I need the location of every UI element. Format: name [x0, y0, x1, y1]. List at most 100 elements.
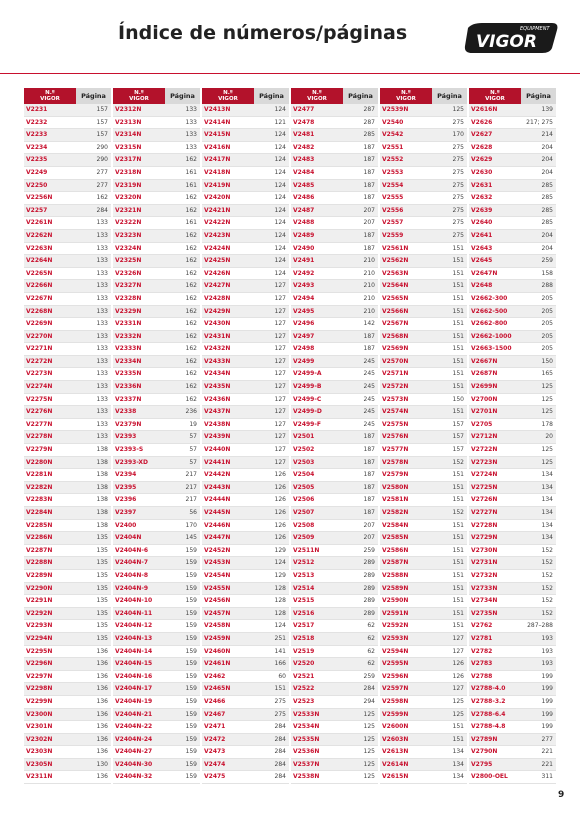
- part-number: V2662-1000: [471, 332, 512, 340]
- page-ref: 159: [185, 597, 197, 605]
- index-row: V2424N 124: [202, 243, 289, 256]
- part-number: V2338: [115, 408, 137, 416]
- part-number: V2467: [204, 710, 226, 718]
- index-row: V2404N-13 159: [113, 632, 200, 646]
- page-ref: 133: [96, 433, 108, 441]
- logo: EQUIPMENT VIGOR: [464, 23, 558, 53]
- part-number: V2497: [293, 332, 315, 340]
- index-row: V2485 187: [291, 179, 378, 193]
- header-row: N.º VIGOR Página: [469, 88, 556, 104]
- page-ref: 285: [541, 194, 553, 202]
- page-ref: 133: [185, 131, 197, 139]
- part-number: V2616N: [471, 106, 498, 113]
- page-ref: 124: [274, 181, 286, 189]
- index-row: V2397 56: [113, 507, 200, 520]
- index-row: V2536N 125: [291, 746, 378, 759]
- index-row: V2647N 158: [469, 268, 556, 281]
- index-row: V2404N-15 159: [113, 658, 200, 671]
- page-ref: 245: [363, 420, 375, 428]
- part-number: V2795: [471, 760, 493, 768]
- index-row: V2400 170: [113, 520, 200, 533]
- index-row: V2567N 151: [380, 318, 467, 331]
- index-row: V2233 157: [24, 129, 111, 142]
- part-number: V2404N-6: [115, 546, 149, 554]
- page-ref: 151: [452, 383, 464, 391]
- part-number: V2491: [293, 257, 315, 265]
- page-ref: 133: [96, 383, 108, 391]
- index-row: V2518 62: [291, 632, 378, 646]
- page-ref: 151: [452, 496, 464, 504]
- part-number: V2292N: [26, 609, 53, 617]
- page-ref: 187: [363, 458, 375, 466]
- index-row: V2423N 124: [202, 229, 289, 243]
- index-row: V2404N-32 159: [113, 771, 200, 785]
- page-ref: 187: [363, 345, 375, 353]
- page-ref: 277: [96, 181, 108, 189]
- part-number: V2466: [204, 697, 226, 705]
- page-ref: 133: [96, 282, 108, 290]
- part-number: V2460N: [204, 647, 231, 655]
- part-number: V2273N: [26, 370, 53, 378]
- page-ref: 125: [541, 446, 553, 454]
- part-number: V2499-D: [293, 408, 322, 416]
- part-number: V2424N: [204, 244, 231, 252]
- header-row: N.º VIGOR Página: [113, 88, 200, 104]
- page-ref: 204: [541, 156, 553, 164]
- index-row: V2289N 135: [24, 570, 111, 583]
- page-ref: 139: [541, 106, 553, 113]
- index-row: V2628 204: [469, 142, 556, 155]
- page-ref: 289: [363, 559, 375, 567]
- part-number: V2724N: [471, 471, 498, 479]
- index-row: V2269N 133: [24, 318, 111, 331]
- page-ref: 134: [452, 773, 464, 781]
- index-row: V2404N-16 159: [113, 671, 200, 684]
- part-number: V2516: [293, 609, 315, 617]
- part-number: V2432N: [204, 345, 231, 353]
- part-number: V2511N: [293, 546, 320, 554]
- index-row: V2506 187: [291, 494, 378, 507]
- index-row: V2700N 125: [469, 394, 556, 407]
- index-row: V2326N 162: [113, 268, 200, 281]
- index-row: V2379N 19: [113, 419, 200, 432]
- page-ref: 284: [274, 723, 286, 731]
- index-row: V2687N 165: [469, 368, 556, 382]
- part-number: V2441N: [204, 458, 231, 466]
- index-row: V2257 284: [24, 204, 111, 218]
- logo-text: VIGOR: [476, 32, 537, 52]
- page-ref: 217: [185, 496, 197, 504]
- page-ref: 162: [96, 194, 108, 202]
- page-ref: 245: [363, 383, 375, 391]
- index-row: V2626 217; 275: [469, 117, 556, 130]
- page-ref: 124: [274, 156, 286, 164]
- index-row: V2631 285: [469, 179, 556, 193]
- page-ref: 207: [363, 219, 375, 227]
- part-number: V2404N-12: [115, 622, 153, 630]
- part-number: V2629: [471, 156, 493, 164]
- part-number: V2534N: [293, 723, 320, 731]
- page-ref: 285: [541, 219, 553, 227]
- page-ref: 135: [96, 634, 108, 642]
- part-number: V2542: [382, 131, 404, 139]
- page-ref: 138: [96, 509, 108, 516]
- page-ref: 133: [96, 257, 108, 265]
- index-row: V2303N 136: [24, 746, 111, 759]
- part-number: V2522: [293, 685, 315, 693]
- part-number: V2295N: [26, 647, 53, 655]
- page-ref: 133: [96, 320, 108, 328]
- page-ref: 290: [96, 143, 108, 151]
- index-row: V2630 204: [469, 167, 556, 180]
- part-number: V2337N: [115, 395, 142, 403]
- page-ref: 159: [185, 660, 197, 668]
- index-row: V2509 207: [291, 532, 378, 545]
- index-row: V2324N 162: [113, 243, 200, 256]
- part-number: V2326N: [115, 269, 142, 277]
- part-number: V2418N: [204, 168, 231, 176]
- part-number: V2462: [204, 672, 226, 680]
- part-number: V2250: [26, 181, 48, 189]
- part-number: V2662-800: [471, 320, 508, 328]
- index-row: V2467 275: [202, 708, 289, 722]
- part-number: V2419N: [204, 181, 231, 189]
- page-ref: 135: [96, 571, 108, 579]
- part-number: V2596N: [382, 672, 409, 680]
- page-ref: 162: [185, 257, 197, 265]
